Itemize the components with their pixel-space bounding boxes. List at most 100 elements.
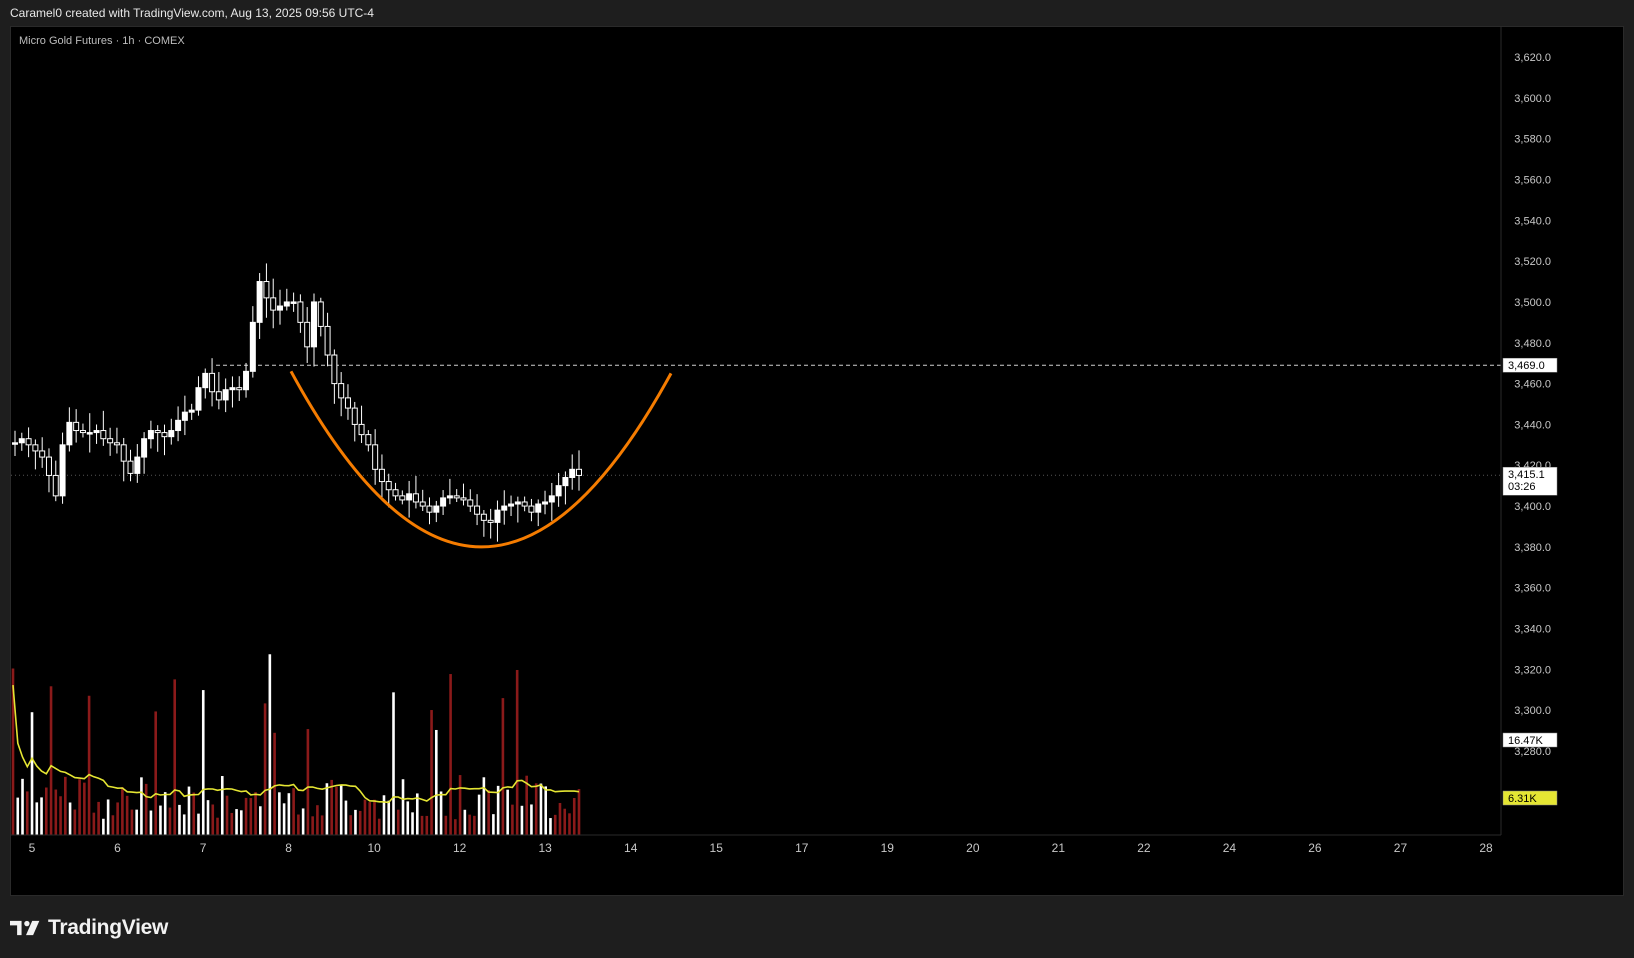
candle-body <box>536 504 541 512</box>
volume-ma-tag-text: 6.31K <box>1508 793 1537 805</box>
candlestick <box>121 438 126 481</box>
candlestick <box>468 489 473 512</box>
volume-bar <box>487 790 490 835</box>
chart-pane[interactable]: 3,620.0 3,600.0 3,580.0 3,560.0 3,540.0 3,520… <box>10 26 1624 896</box>
candle-body <box>488 520 493 522</box>
volume-bar <box>502 698 505 835</box>
volume-bar <box>559 803 562 835</box>
candlestick <box>271 279 276 329</box>
candlestick <box>33 439 38 469</box>
candlestick <box>407 481 412 518</box>
volume-bar <box>273 733 276 835</box>
candlestick <box>142 432 147 474</box>
candle-body <box>556 486 561 496</box>
candlestick <box>257 273 262 339</box>
volume-bar <box>459 775 462 835</box>
time-axis-label: 12 <box>453 841 467 855</box>
volume-bar <box>78 779 81 835</box>
time-axis-label: 24 <box>1223 841 1237 855</box>
volume-bar <box>178 805 181 835</box>
tradingview-brand-name: TradingView <box>48 916 168 940</box>
volume-bar <box>93 813 96 835</box>
candlestick <box>379 454 384 499</box>
volume-bar <box>69 802 72 835</box>
candlestick <box>176 406 181 441</box>
volume-bar <box>269 654 272 835</box>
candle-body <box>400 496 405 500</box>
volume-bar <box>83 783 86 835</box>
volume-bar <box>316 805 319 835</box>
candlestick <box>264 263 269 317</box>
volume-bar <box>364 800 367 835</box>
candlestick <box>223 378 228 412</box>
volume-ma-tag: 6.31K <box>1503 791 1557 805</box>
candle-body <box>108 439 113 443</box>
volume-bar <box>435 730 438 835</box>
volume-bar <box>230 813 233 835</box>
candlestick <box>237 376 242 401</box>
candlestick <box>413 476 418 508</box>
candle-body <box>413 494 418 502</box>
candlestick <box>495 501 500 542</box>
volume-bar <box>135 810 138 835</box>
candlestick <box>189 404 194 420</box>
candlestick <box>366 430 371 451</box>
volume-bar <box>568 813 571 835</box>
volume-bar <box>26 791 29 835</box>
volume-bar <box>140 777 143 835</box>
volume-bar <box>354 810 357 835</box>
volume-bar <box>302 808 305 835</box>
candle-body <box>577 469 582 475</box>
time-axis-label: 19 <box>881 841 895 855</box>
candle-body <box>216 392 221 400</box>
candlestick <box>162 425 167 456</box>
volume-last-tag: 16.47K <box>1503 733 1557 747</box>
candlestick <box>291 293 296 312</box>
candlestick <box>556 473 561 507</box>
volume-bar <box>307 729 310 835</box>
volume-bar <box>197 814 200 835</box>
volume-bar <box>245 798 248 835</box>
candle-body <box>543 502 548 504</box>
candlestick <box>325 313 330 367</box>
volume-bar <box>321 815 324 835</box>
candle-body <box>468 500 473 506</box>
volume-bar <box>554 815 557 835</box>
candle-body <box>454 496 459 498</box>
time-axis-label: 5 <box>29 841 36 855</box>
volume-bar <box>145 784 148 835</box>
candle-body <box>420 502 425 506</box>
volume-bar <box>406 801 409 835</box>
candlestick <box>298 294 303 333</box>
candlestick <box>373 429 378 485</box>
volume-bar <box>392 692 395 835</box>
time-axis-background[interactable] <box>11 835 1623 895</box>
candle-body <box>386 482 391 490</box>
candlestick <box>345 384 350 420</box>
volume-bar <box>335 787 338 835</box>
volume-bar <box>402 779 405 835</box>
candlestick <box>570 454 575 489</box>
symbol-legend: Micro Gold Futures · 1h · COMEX <box>19 35 185 47</box>
candle-body <box>46 457 51 475</box>
price-chart-svg[interactable]: 3,620.0 3,600.0 3,580.0 3,560.0 3,540.0 3,520… <box>11 27 1623 895</box>
candlestick <box>441 490 446 515</box>
candle-body <box>53 475 58 495</box>
time-axis-label: 14 <box>624 841 638 855</box>
volume-bar <box>192 793 195 835</box>
volume-bar <box>511 805 514 835</box>
candlestick <box>447 479 452 504</box>
last-price-tag-text: 03:26 <box>1508 481 1536 493</box>
candle-body <box>291 302 296 304</box>
time-axis-label: 28 <box>1479 841 1493 855</box>
volume-bar <box>188 787 191 835</box>
time-axis-label: 20 <box>966 841 980 855</box>
candlestick <box>536 499 541 526</box>
candlestick <box>40 437 45 468</box>
candlesticks <box>13 263 582 541</box>
candlestick <box>359 406 364 443</box>
candlestick <box>60 433 65 504</box>
candlestick <box>13 431 18 456</box>
candle-body <box>563 477 568 485</box>
chart-credit-header: Caramel0 created with TradingView.com, A… <box>10 6 374 22</box>
